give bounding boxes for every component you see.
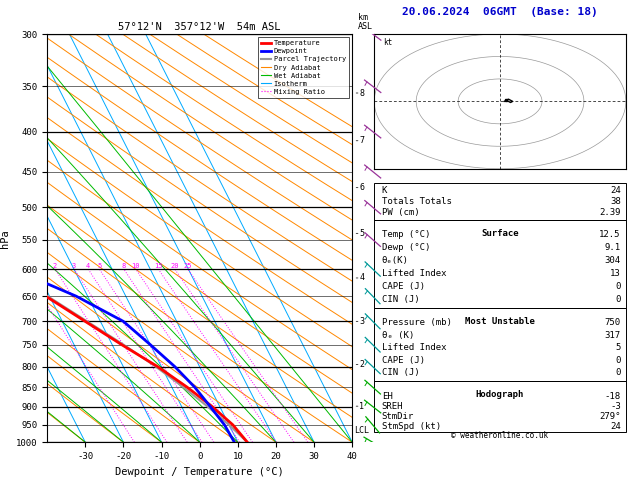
Text: -3: -3 xyxy=(610,402,621,411)
Text: Hodograph: Hodograph xyxy=(476,390,524,399)
Text: 5: 5 xyxy=(97,263,101,269)
Text: 0: 0 xyxy=(615,368,621,378)
Text: 7: 7 xyxy=(359,136,364,145)
Text: Dewp (°C): Dewp (°C) xyxy=(382,243,430,252)
Text: 2.39: 2.39 xyxy=(599,208,621,217)
Text: CIN (J): CIN (J) xyxy=(382,295,420,304)
Text: θₑ(K): θₑ(K) xyxy=(382,256,409,265)
Text: 5: 5 xyxy=(359,229,364,238)
Text: 12.5: 12.5 xyxy=(599,230,621,240)
Text: 304: 304 xyxy=(604,256,621,265)
Y-axis label: hPa: hPa xyxy=(1,229,11,247)
Text: 279°: 279° xyxy=(599,412,621,421)
Text: K: K xyxy=(382,186,387,195)
Text: 2: 2 xyxy=(359,360,364,369)
Text: PW (cm): PW (cm) xyxy=(382,208,420,217)
Text: 1: 1 xyxy=(359,401,364,411)
Text: Surface: Surface xyxy=(481,229,519,238)
Text: © weatheronline.co.uk: © weatheronline.co.uk xyxy=(452,431,548,440)
Bar xyxy=(374,308,626,381)
Text: CIN (J): CIN (J) xyxy=(382,368,420,378)
Text: 13: 13 xyxy=(610,269,621,278)
Title: 57°12'N  357°12'W  54m ASL: 57°12'N 357°12'W 54m ASL xyxy=(118,22,281,32)
Text: 0: 0 xyxy=(615,282,621,291)
Text: 5: 5 xyxy=(615,343,621,352)
Text: 8: 8 xyxy=(121,263,126,269)
Text: 6: 6 xyxy=(359,183,364,192)
Text: 3: 3 xyxy=(359,317,364,326)
Text: 750: 750 xyxy=(604,318,621,327)
Text: 0: 0 xyxy=(615,356,621,365)
Text: Lifted Index: Lifted Index xyxy=(382,343,447,352)
Text: EH: EH xyxy=(382,392,392,400)
Text: 4: 4 xyxy=(86,263,91,269)
Text: 317: 317 xyxy=(604,331,621,340)
Text: 24: 24 xyxy=(610,186,621,195)
Text: 0: 0 xyxy=(615,295,621,304)
Text: 9.1: 9.1 xyxy=(604,243,621,252)
Text: 8: 8 xyxy=(359,88,364,98)
Text: 20.06.2024  06GMT  (Base: 18): 20.06.2024 06GMT (Base: 18) xyxy=(402,7,598,17)
Text: Pressure (mb): Pressure (mb) xyxy=(382,318,452,327)
Text: 4: 4 xyxy=(359,274,364,282)
Text: 20: 20 xyxy=(170,263,179,269)
Text: SREH: SREH xyxy=(382,402,403,411)
Text: Most Unstable: Most Unstable xyxy=(465,316,535,326)
Text: 24: 24 xyxy=(610,422,621,431)
Text: -18: -18 xyxy=(604,392,621,400)
Text: CAPE (J): CAPE (J) xyxy=(382,356,425,365)
Text: 25: 25 xyxy=(184,263,192,269)
Bar xyxy=(374,183,626,220)
Bar xyxy=(374,381,626,432)
Text: Lifted Index: Lifted Index xyxy=(382,269,447,278)
Bar xyxy=(374,220,626,308)
Text: 10: 10 xyxy=(131,263,140,269)
Text: StmSpd (kt): StmSpd (kt) xyxy=(382,422,441,431)
Text: 15: 15 xyxy=(154,263,162,269)
Text: 3: 3 xyxy=(72,263,76,269)
Text: CAPE (J): CAPE (J) xyxy=(382,282,425,291)
Text: km
ASL: km ASL xyxy=(358,13,373,31)
Text: 2: 2 xyxy=(53,263,57,269)
Text: Temp (°C): Temp (°C) xyxy=(382,230,430,240)
Legend: Temperature, Dewpoint, Parcel Trajectory, Dry Adiabat, Wet Adiabat, Isotherm, Mi: Temperature, Dewpoint, Parcel Trajectory… xyxy=(258,37,348,98)
Text: LCL: LCL xyxy=(354,426,369,435)
X-axis label: Dewpoint / Temperature (°C): Dewpoint / Temperature (°C) xyxy=(115,467,284,477)
Text: 38: 38 xyxy=(610,197,621,206)
Text: StmDir: StmDir xyxy=(382,412,414,421)
Text: Totals Totals: Totals Totals xyxy=(382,197,452,206)
Text: θₑ (K): θₑ (K) xyxy=(382,331,414,340)
